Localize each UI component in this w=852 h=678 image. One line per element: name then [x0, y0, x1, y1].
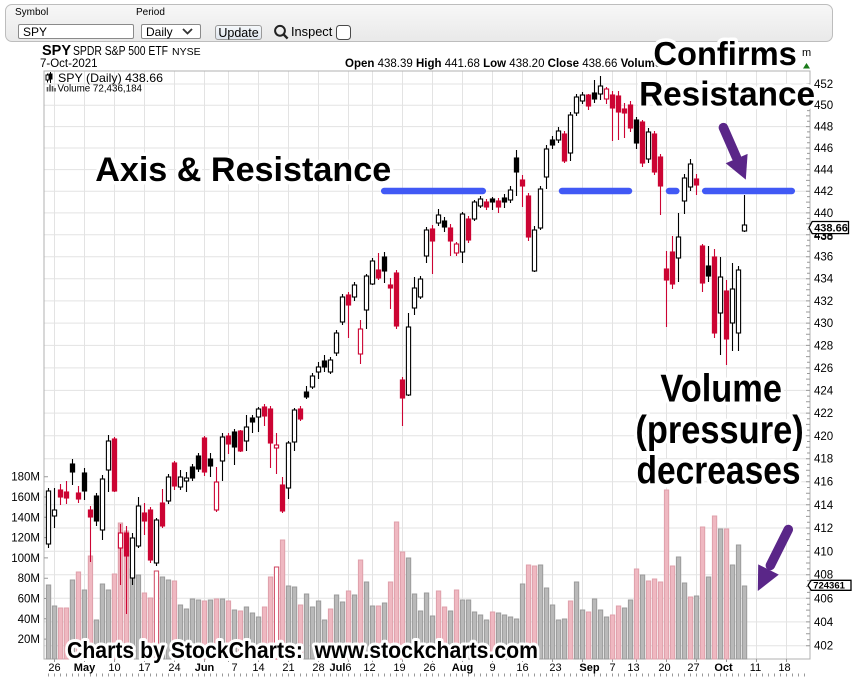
svg-text:448: 448 — [814, 122, 833, 134]
svg-text:16: 16 — [516, 662, 528, 674]
svg-text:9: 9 — [489, 662, 495, 674]
svg-text:428: 428 — [814, 340, 833, 352]
svg-text:414: 414 — [814, 500, 834, 512]
svg-text:80M: 80M — [18, 573, 40, 585]
svg-text:40M: 40M — [18, 614, 40, 626]
svg-text:436: 436 — [814, 252, 833, 264]
svg-text:426: 426 — [814, 363, 833, 375]
svg-text:28: 28 — [312, 662, 324, 674]
svg-text:13: 13 — [627, 662, 639, 674]
svg-text:Sep: Sep — [579, 662, 599, 674]
svg-text:452: 452 — [814, 79, 833, 91]
svg-text:14: 14 — [252, 662, 264, 674]
svg-text:Volume: Volume — [660, 368, 782, 411]
svg-text:23: 23 — [549, 662, 561, 674]
svg-text:Axis & Resistance: Axis & Resistance — [95, 151, 391, 189]
svg-text:20: 20 — [658, 662, 670, 674]
svg-text:450: 450 — [814, 100, 833, 112]
svg-text:444: 444 — [814, 165, 834, 177]
svg-text:12: 12 — [363, 662, 375, 674]
svg-text:418: 418 — [814, 454, 833, 466]
svg-text:140M: 140M — [11, 512, 40, 524]
svg-text:434: 434 — [814, 274, 834, 286]
svg-text:19: 19 — [393, 662, 405, 674]
svg-text:May: May — [74, 662, 96, 674]
svg-text:404: 404 — [814, 617, 834, 629]
svg-text:402: 402 — [814, 641, 833, 653]
svg-text:Confirms: Confirms — [653, 35, 796, 72]
svg-text:160M: 160M — [11, 492, 40, 504]
svg-text:416: 416 — [814, 477, 833, 489]
svg-text:422: 422 — [814, 408, 833, 420]
svg-text:10: 10 — [108, 662, 120, 674]
svg-text:11: 11 — [750, 662, 761, 674]
svg-text:7: 7 — [231, 662, 237, 674]
svg-text:432: 432 — [814, 296, 833, 308]
svg-text:440: 440 — [814, 208, 833, 220]
svg-text:20M: 20M — [18, 634, 40, 646]
svg-text:60M: 60M — [18, 594, 40, 606]
svg-text:Resistance: Resistance — [639, 76, 815, 114]
svg-text:m: m — [802, 47, 811, 59]
svg-text:26: 26 — [48, 662, 60, 674]
svg-text:410: 410 — [814, 546, 833, 558]
svg-text:SPY: SPY — [42, 43, 71, 59]
svg-text:SPY (Daily) 438.66: SPY (Daily) 438.66 — [58, 71, 163, 85]
svg-text:180M: 180M — [11, 472, 40, 484]
svg-text:Volume 72,436,184: Volume 72,436,184 — [58, 84, 143, 95]
svg-text:446: 446 — [814, 143, 833, 155]
svg-text:NYSE: NYSE — [172, 46, 201, 58]
svg-text:Oct: Oct — [714, 662, 733, 674]
svg-text:7: 7 — [609, 662, 615, 674]
svg-text:27: 27 — [687, 662, 699, 674]
svg-text:120M: 120M — [11, 533, 40, 545]
svg-text:442: 442 — [814, 186, 833, 198]
svg-text:424: 424 — [814, 385, 834, 397]
svg-text:Open 438.39 High 441.68 Low 43: Open 438.39 High 441.68 Low 438.20 Close… — [345, 58, 661, 70]
svg-text:7-Oct-2021: 7-Oct-2021 — [40, 58, 98, 70]
svg-text:21: 21 — [282, 662, 294, 674]
svg-text:412: 412 — [814, 523, 833, 535]
svg-text:406: 406 — [814, 593, 833, 605]
svg-text:24: 24 — [168, 662, 180, 674]
svg-text:Charts by StockCharts: www.st: Charts by StockCharts: www.stockcharts.c… — [67, 637, 538, 663]
svg-text:Aug: Aug — [452, 662, 473, 674]
svg-text:SPDR S&P 500 ETF: SPDR S&P 500 ETF — [73, 44, 168, 58]
svg-text:decreases: decreases — [637, 450, 801, 493]
svg-text:(pressure): (pressure) — [635, 409, 803, 452]
svg-text:100M: 100M — [11, 553, 40, 565]
svg-text:17: 17 — [138, 662, 150, 674]
svg-text:26: 26 — [423, 662, 435, 674]
svg-text:408: 408 — [814, 570, 833, 582]
svg-text:724361: 724361 — [813, 581, 845, 592]
svg-text:Jun: Jun — [195, 662, 215, 674]
svg-text:18: 18 — [778, 662, 790, 674]
svg-text:430: 430 — [814, 318, 833, 330]
svg-text:438.66: 438.66 — [814, 223, 848, 235]
svg-text:420: 420 — [814, 431, 833, 443]
svg-text:Jul6: Jul6 — [329, 662, 351, 674]
